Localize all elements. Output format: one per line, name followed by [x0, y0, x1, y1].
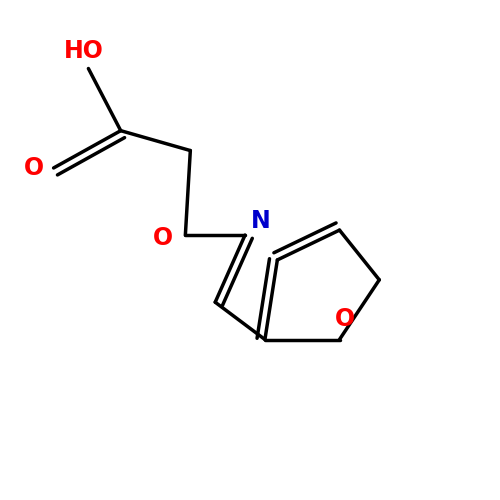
Text: O: O: [334, 306, 354, 330]
Text: O: O: [24, 156, 44, 180]
Text: HO: HO: [64, 39, 104, 63]
Text: N: N: [251, 209, 271, 233]
Text: O: O: [153, 226, 173, 250]
